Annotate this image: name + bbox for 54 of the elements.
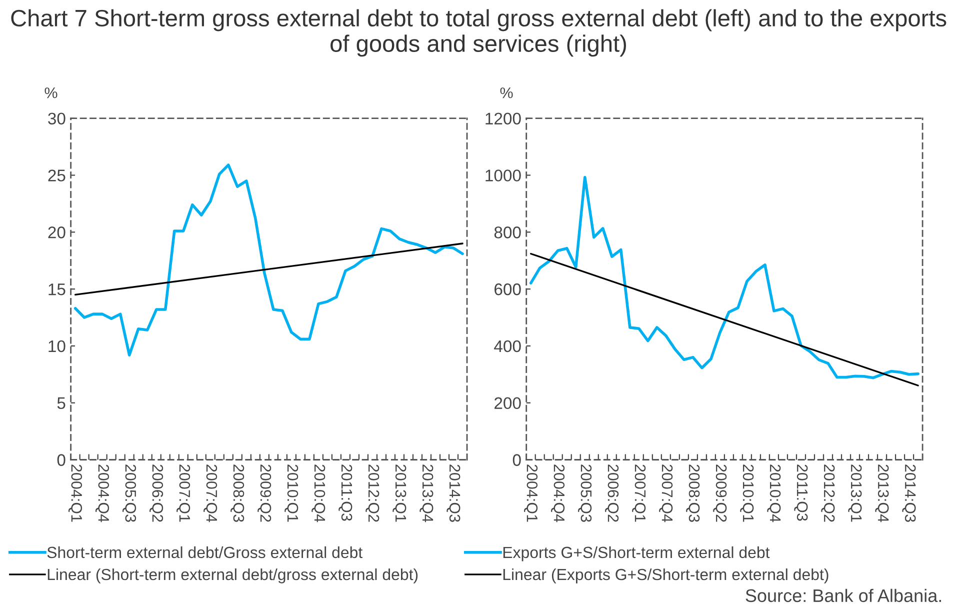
x-tick-label: 2005:Q3 — [578, 464, 592, 522]
y-tick-label: 30 — [48, 112, 66, 125]
chart-title: Chart 7 Short-term gross external debt to total gross external debt (left) and to the exports of goods and services (right) — [11, 9, 946, 57]
x-tick-label: 2006:Q2 — [605, 464, 619, 522]
y-axis-title: % — [500, 87, 513, 98]
y-tick-label: 1200 — [486, 112, 521, 125]
x-tick-label: 2009:Q2 — [713, 464, 727, 522]
y-tick-label: 0 — [57, 454, 66, 466]
y-tick-label: 20 — [48, 226, 66, 238]
x-tick-label: 2004:Q4 — [551, 464, 565, 522]
y-tick-label: 0 — [512, 454, 521, 466]
y-tick-label: 200 — [494, 397, 521, 410]
x-tick-label: 2014:Q3 — [902, 464, 916, 522]
x-tick-label: 2011:Q3 — [794, 464, 808, 521]
legend-label: Exports G+S/Short-term external debt — [503, 546, 770, 562]
y-tick-label: 800 — [494, 226, 521, 238]
line-series — [74, 164, 464, 356]
x-tick-label: 2008:Q3 — [230, 464, 244, 522]
y-tick-label: 10 — [48, 340, 66, 352]
x-tick-label: 2013:Q1 — [848, 464, 862, 522]
x-tick-label: 2007:Q1 — [176, 464, 190, 522]
x-tick-label: 2006:Q2 — [150, 464, 164, 522]
x-tick-label: 2012:Q2 — [821, 464, 835, 522]
y-tick-label: 600 — [494, 283, 521, 296]
legend-label: Linear (Short-term external debt/gross external debt) — [48, 568, 418, 584]
legend-label: Short-term external debt/Gross external debt — [47, 546, 363, 558]
line-series — [529, 176, 920, 380]
x-tick-label: 2013:Q1 — [392, 464, 406, 522]
x-tick-label: 2012:Q2 — [366, 464, 380, 522]
x-tick-label: 2005:Q3 — [122, 464, 136, 522]
x-tick-label: 2013:Q4 — [420, 464, 434, 522]
x-tick-label: 2013:Q4 — [875, 464, 889, 522]
x-tick-label: 2010:Q1 — [740, 464, 754, 522]
y-tick-label: 5 — [57, 397, 66, 410]
y-tick-label: 25 — [48, 170, 66, 182]
x-tick-label: 2010:Q4 — [767, 464, 781, 522]
y-tick-label: 15 — [48, 284, 66, 296]
x-tick-label: 2010:Q4 — [312, 464, 326, 522]
x-tick-label: 2004:Q4 — [95, 464, 110, 522]
x-tick-label: 2007:Q4 — [204, 464, 218, 522]
x-tick-label: 2008:Q3 — [686, 464, 700, 522]
x-tick-label: 2009:Q2 — [258, 464, 272, 522]
x-tick-label: 2007:Q1 — [632, 464, 646, 522]
x-tick-label: 2011:Q3 — [338, 464, 352, 521]
x-tick-label: 2004:Q1 — [524, 464, 538, 522]
x-tick-label: 2014:Q3 — [446, 464, 460, 522]
y-tick-label: 400 — [494, 340, 521, 352]
y-tick-label: 1000 — [486, 170, 521, 182]
y-axis-title: % — [44, 87, 58, 98]
source-note: Source: Bank of Albania. — [746, 588, 942, 602]
x-tick-label: 2004:Q1 — [68, 464, 82, 522]
x-tick-label: 2010:Q1 — [284, 464, 298, 522]
legend-label: Linear (Exports G+S/Short-term external debt) — [503, 568, 828, 584]
x-tick-label: 2007:Q4 — [659, 464, 673, 522]
